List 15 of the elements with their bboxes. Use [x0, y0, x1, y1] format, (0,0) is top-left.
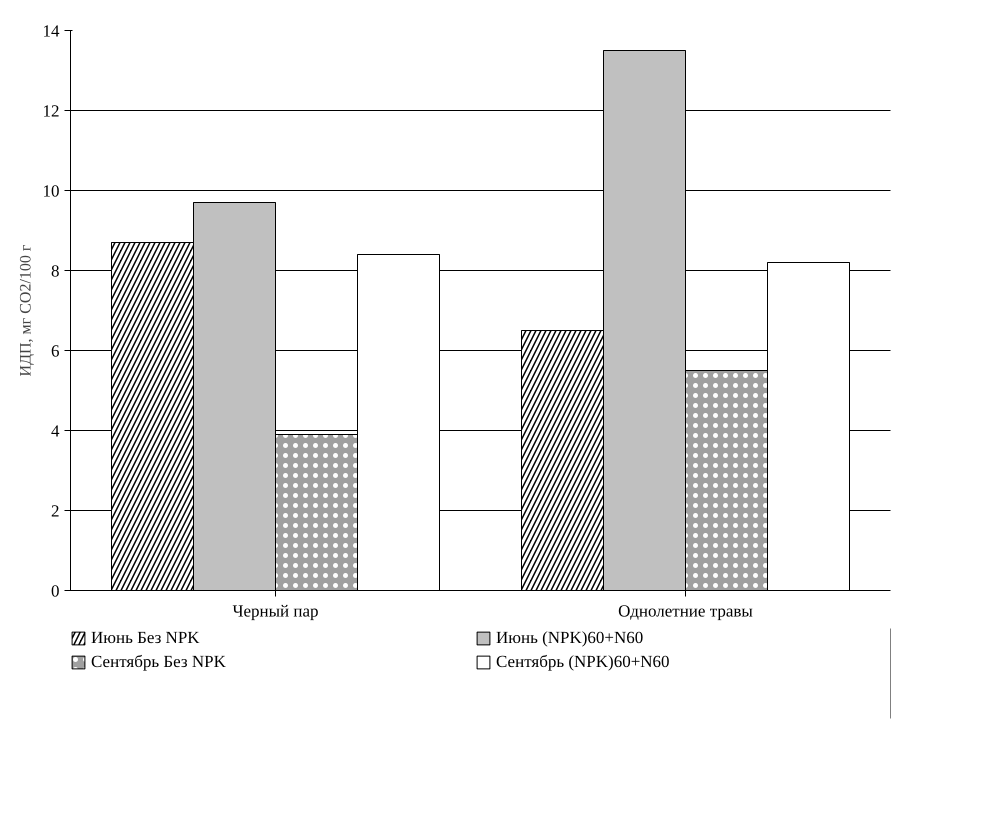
y-tick-label: 8	[51, 262, 60, 280]
y-axis-title: ИДП, мг СО2/100 г	[18, 244, 34, 376]
legend-label: Сентябрь Без NPK	[91, 652, 227, 672]
y-tick-label: 0	[51, 582, 60, 600]
x-tick-label: Однолетние травы	[618, 602, 754, 620]
legend-label: Июнь (NPK)60+N60	[496, 628, 644, 648]
y-tick-label: 14	[42, 22, 60, 40]
legend-label: Июнь Без NPK	[91, 628, 201, 648]
y-tick-label: 4	[51, 422, 60, 440]
y-tick-label: 12	[42, 102, 60, 120]
y-tick-label: 10	[42, 182, 60, 200]
y-tick-label: 2	[51, 502, 60, 520]
legend-label: Сентябрь (NPK)60+N60	[496, 652, 671, 672]
x-tick-label: Черный пар	[232, 602, 319, 620]
y-tick-label: 6	[51, 342, 60, 360]
